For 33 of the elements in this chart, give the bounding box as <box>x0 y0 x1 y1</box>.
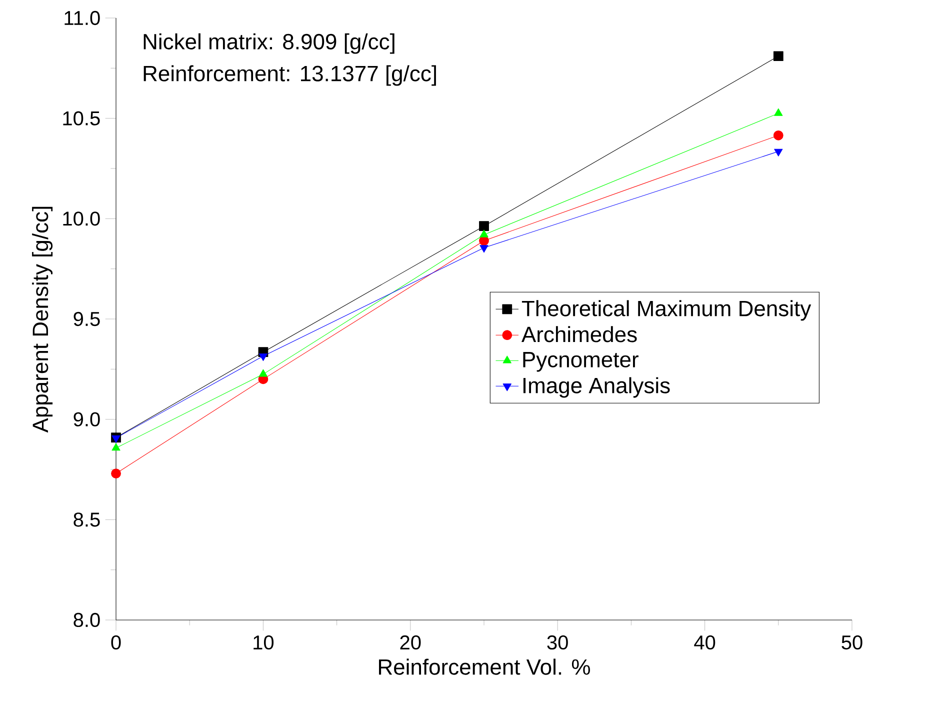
y-axis-title: Apparent Density [g/cc] <box>32 206 53 433</box>
y-tick-label: 10.0 <box>63 212 100 226</box>
point <box>480 230 488 238</box>
x-tick-label: 10 <box>254 635 274 650</box>
legend-label: Pycnometer <box>523 352 638 372</box>
point <box>111 468 121 478</box>
y-tick-label: 8.0 <box>74 612 100 628</box>
y-tick-label: 10.5 <box>63 111 100 126</box>
annotation: Reinforcement: 13.1377 [g/cc] <box>144 65 436 86</box>
point <box>112 443 120 451</box>
legend-label: Archimedes <box>521 326 637 342</box>
point <box>479 221 489 232</box>
y-tick-label: 11.0 <box>64 10 100 26</box>
x-tick-label: 30 <box>547 635 568 650</box>
y-tick-label: 8.5 <box>74 512 100 527</box>
x-tick-label: 50 <box>842 635 862 650</box>
y-tick-label: 9.5 <box>74 312 100 326</box>
legend-label: Theoretical Maximum Density <box>522 300 812 321</box>
point <box>112 435 120 443</box>
x-axis-title: Reinforcement Vol. % <box>379 658 590 675</box>
point <box>774 148 783 156</box>
point <box>480 245 488 253</box>
y-tick-label: 9.0 <box>74 412 100 426</box>
x-tick-label: 0 <box>111 635 121 650</box>
point <box>773 51 784 62</box>
x-tick-label: 20 <box>400 635 421 650</box>
annotation: Nickel matrix: 8.909 [g/cc] <box>144 33 394 54</box>
x-tick-label: 40 <box>694 635 716 650</box>
point <box>258 354 268 362</box>
point <box>258 369 268 377</box>
point <box>773 130 784 140</box>
point <box>774 108 783 116</box>
legend-label: Image Analysis <box>523 377 670 398</box>
